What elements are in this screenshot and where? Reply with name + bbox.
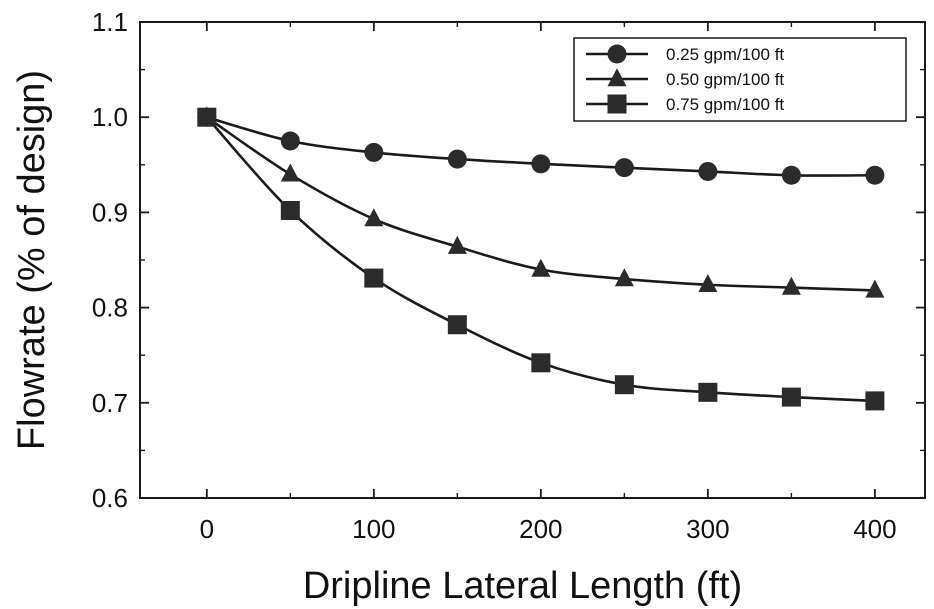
data-point-circle — [280, 131, 300, 151]
data-point-triangle — [280, 163, 300, 182]
data-point-square — [364, 268, 384, 288]
legend-label: 0.25 gpm/100 ft — [666, 45, 784, 64]
y-tick-label: 1.0 — [92, 102, 128, 132]
legend-marker-circle — [607, 44, 627, 64]
data-point-circle — [865, 165, 885, 185]
data-point-circle — [364, 142, 384, 162]
series-markers — [197, 106, 885, 411]
x-axis-title: Dripline Lateral Length (ft) — [303, 565, 742, 607]
y-axis-title: Flowrate (% of design) — [11, 70, 53, 450]
data-point-square — [531, 353, 551, 373]
data-point-square — [614, 375, 634, 395]
legend: 0.25 gpm/100 ft 0.50 gpm/100 ft 0.75 gpm/1… — [573, 37, 907, 122]
x-tick-label: 100 — [352, 514, 395, 544]
data-point-square — [447, 315, 467, 335]
data-point-circle — [447, 149, 467, 169]
y-tick-label: 0.7 — [92, 388, 128, 418]
x-tick-label: 300 — [686, 514, 729, 544]
x-tick-label: 400 — [853, 514, 896, 544]
data-point-triangle — [447, 235, 467, 254]
axis-ticks — [140, 21, 925, 499]
x-tick-label: 0 — [200, 514, 214, 544]
data-point-square — [698, 382, 718, 402]
legend-label: 0.75 gpm/100 ft — [666, 95, 784, 114]
x-tick-label: 200 — [519, 514, 562, 544]
data-point-circle — [698, 161, 718, 181]
data-point-circle — [614, 158, 634, 178]
y-tick-label: 0.6 — [92, 483, 128, 513]
legend-label: 0.50 gpm/100 ft — [666, 70, 784, 89]
data-point-triangle — [531, 258, 551, 277]
data-point-triangle — [614, 268, 634, 287]
tick-labels: 0 100 200 300 400 0.6 0.7 0.8 0.9 1.0 1.1 — [92, 7, 897, 544]
data-point-square — [865, 391, 885, 411]
y-tick-label: 1.1 — [92, 7, 128, 37]
data-point-triangle — [781, 276, 801, 295]
data-point-square — [781, 387, 801, 407]
legend-marker-triangle — [607, 68, 627, 87]
data-point-circle — [781, 165, 801, 185]
data-point-square — [197, 107, 217, 127]
y-tick-label: 0.9 — [92, 197, 128, 227]
data-point-triangle — [698, 273, 718, 292]
legend-marker-square — [607, 94, 627, 114]
y-tick-label: 0.8 — [92, 293, 128, 323]
data-point-square — [280, 200, 300, 220]
data-point-triangle — [364, 208, 384, 227]
data-point-circle — [531, 154, 551, 174]
data-point-triangle — [865, 279, 885, 298]
